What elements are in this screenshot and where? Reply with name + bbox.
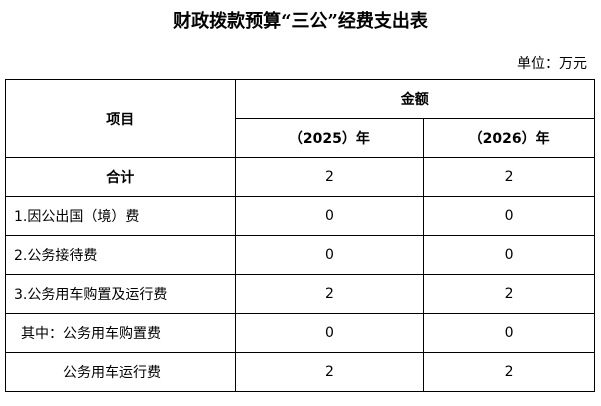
value-2026: 2 [423, 352, 595, 392]
row-label: 公务用车运行费 [5, 352, 236, 392]
table-row: 公务用车运行费 2 2 [5, 352, 595, 392]
value-2026: 0 [423, 313, 595, 353]
value-2025: 2 [234, 274, 425, 314]
header-amount: 金额 [234, 79, 596, 119]
table-row: 2.公务接待费 0 0 [5, 235, 595, 275]
row-label: 3.公务用车购置及运行费 [5, 274, 236, 314]
value-2026: 0 [423, 196, 595, 236]
table-row: 1.因公出国（境）费 0 0 [5, 196, 595, 236]
value-2025: 2 [234, 352, 425, 392]
row-label: 2.公务接待费 [5, 235, 236, 275]
table-row: 其中：公务用车购置费 0 0 [5, 313, 595, 353]
header-row: 项目 金额 [5, 79, 596, 158]
table-row: 3.公务用车购置及运行费 2 2 [5, 274, 595, 314]
unit-label: 单位：万元 [517, 56, 587, 72]
value-2025: 2 [234, 157, 425, 197]
header-year-2025: （2025）年 [234, 118, 425, 158]
row-label: 其中：公务用车购置费 [5, 313, 236, 353]
page-title: 财政拨款预算“三公”经费支出表 [173, 11, 428, 32]
header-item: 项目 [5, 79, 236, 158]
header-year-2026: （2026）年 [423, 118, 595, 158]
table-row: 合计 2 2 [5, 157, 595, 197]
header-year-row: （2025）年 （2026）年 [6, 118, 595, 158]
value-2025: 0 [234, 196, 425, 236]
value-2026: 2 [423, 157, 595, 197]
row-label: 合计 [5, 157, 236, 197]
row-label: 1.因公出国（境）费 [5, 196, 236, 236]
value-2026: 2 [423, 274, 595, 314]
value-2026: 0 [423, 235, 595, 275]
expense-table: 项目 金额 （2025）年 （2026）年 合计 2 2 1.因公出国（境）费 … [5, 79, 596, 392]
value-2025: 0 [234, 313, 425, 353]
value-2025: 0 [234, 235, 425, 275]
